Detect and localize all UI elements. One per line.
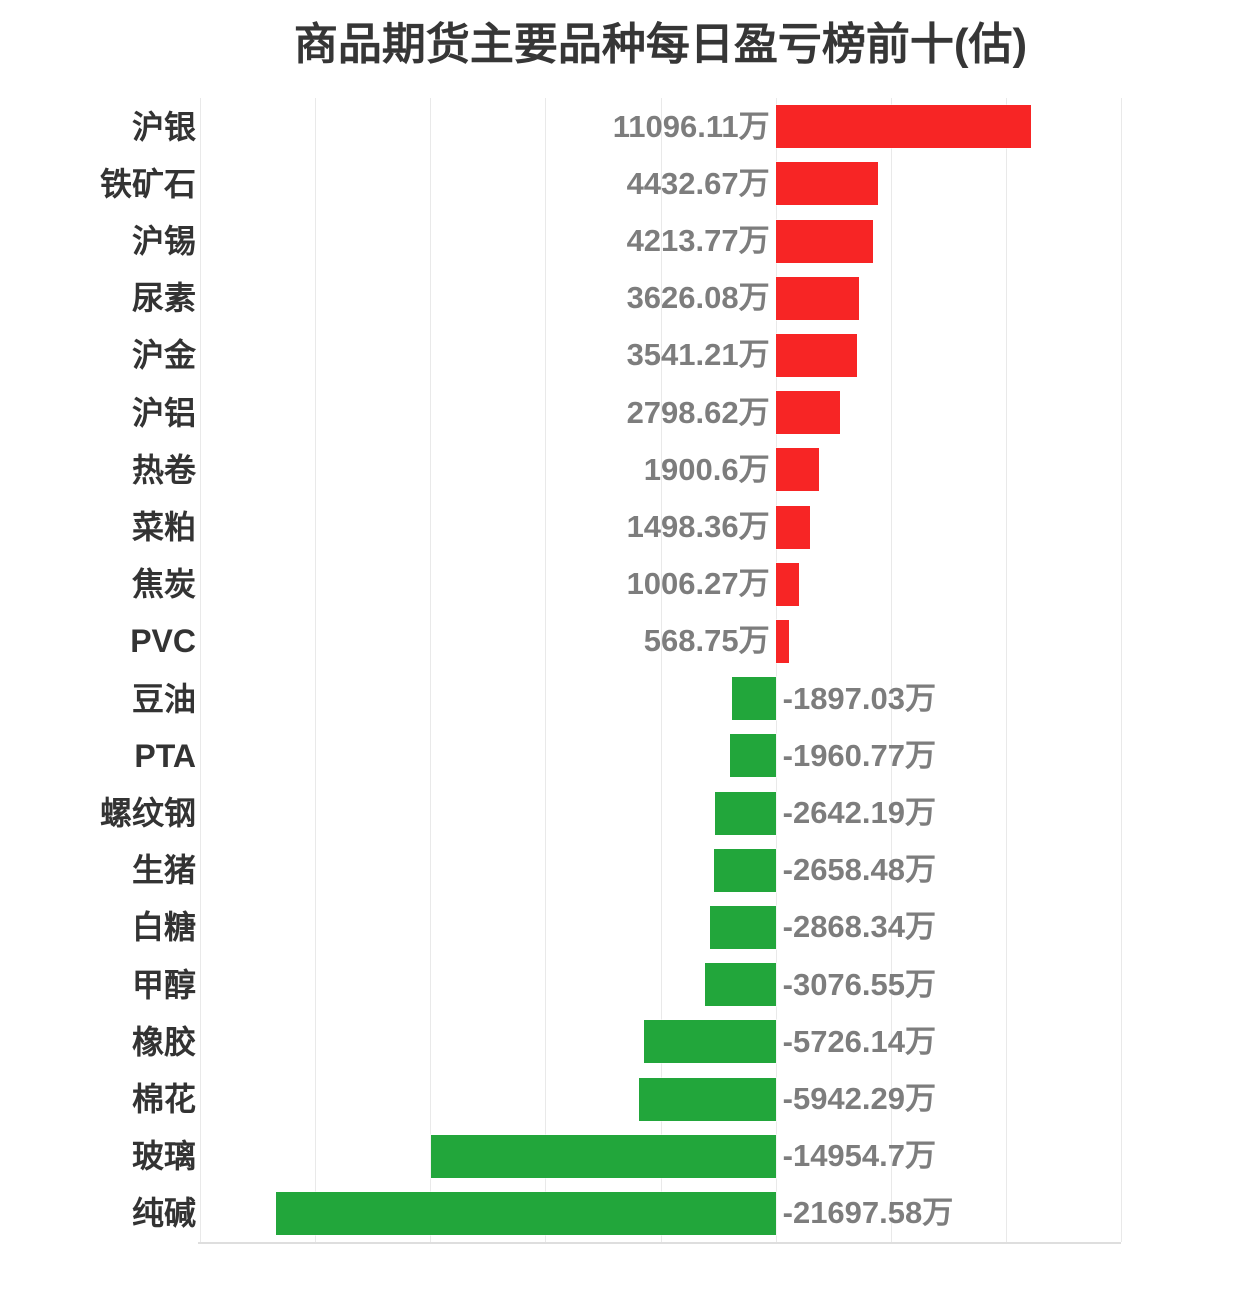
bar-positive xyxy=(775,505,811,549)
value-label: -1897.03万 xyxy=(782,680,937,716)
value-label: 4213.77万 xyxy=(626,223,770,258)
category-label: 甲醇 xyxy=(131,966,196,1003)
bar-negative xyxy=(643,1020,776,1064)
gridline xyxy=(660,98,662,1242)
value-label: 3541.21万 xyxy=(626,337,770,373)
category-label: 沪锡 xyxy=(131,223,196,259)
category-label: PTA xyxy=(134,737,196,774)
value-label: 1006.27万 xyxy=(626,566,770,602)
x-axis-line xyxy=(198,1242,1121,1244)
bar-positive xyxy=(775,619,789,663)
bar-negative xyxy=(709,905,776,949)
category-label: 菜粕 xyxy=(131,509,196,545)
category-label: 沪金 xyxy=(131,337,196,374)
value-label: -14954.7万 xyxy=(782,1138,937,1174)
category-label: 橡胶 xyxy=(131,1023,196,1060)
gridline xyxy=(890,98,892,1242)
bar-positive xyxy=(775,162,878,206)
bar-negative xyxy=(731,677,776,721)
value-label: 4432.67万 xyxy=(626,165,770,201)
gridline xyxy=(200,98,201,1242)
category-label: 热卷 xyxy=(131,451,196,488)
bar-positive xyxy=(775,105,1032,149)
value-label: -1960.77万 xyxy=(782,737,937,773)
bar-positive xyxy=(775,562,799,606)
category-label: 沪铝 xyxy=(131,394,196,431)
gridline xyxy=(1121,98,1122,1242)
value-label: 2798.62万 xyxy=(626,394,770,430)
plot-area: 11096.11万 4432.67万 4213.77万 3626.08万 3541.21… xyxy=(198,98,1122,1244)
value-label: 1900.6万 xyxy=(643,451,770,487)
gridline xyxy=(545,98,547,1242)
gridline xyxy=(1005,98,1007,1242)
category-label: 棉花 xyxy=(131,1081,196,1117)
bar-negative xyxy=(714,848,776,892)
category-label: 白糖 xyxy=(131,909,196,946)
value-label: -5726.14万 xyxy=(782,1023,937,1059)
value-label: 3626.08万 xyxy=(626,280,770,316)
gridline xyxy=(430,98,432,1242)
category-label: 生猪 xyxy=(131,852,196,889)
category-label: 豆油 xyxy=(131,680,196,717)
category-label: PVC xyxy=(130,623,196,660)
category-label: 铁矿石 xyxy=(99,165,196,202)
category-label: 焦炭 xyxy=(131,566,196,603)
value-label: -3076.55万 xyxy=(782,966,937,1002)
value-label: 11096.11万 xyxy=(612,108,770,144)
bar-negative xyxy=(714,791,776,835)
bar-positive xyxy=(775,333,858,377)
category-label: 纯碱 xyxy=(131,1195,196,1232)
gridline xyxy=(315,98,317,1242)
bar-positive xyxy=(775,276,860,320)
bar-negative xyxy=(431,1134,776,1178)
bar-positive xyxy=(775,448,820,492)
value-label: -21697.58万 xyxy=(782,1195,954,1231)
bar-positive xyxy=(775,219,873,263)
bar-negative xyxy=(276,1191,776,1235)
category-label: 尿素 xyxy=(131,280,196,317)
bar-negative xyxy=(704,963,776,1007)
bar-positive xyxy=(775,391,841,435)
value-label: -2868.34万 xyxy=(782,909,937,945)
value-label: 568.75万 xyxy=(643,623,770,659)
value-label: -5942.29万 xyxy=(782,1081,937,1116)
bar-negative xyxy=(638,1077,776,1121)
category-label: 沪银 xyxy=(131,108,196,145)
value-label: -2658.48万 xyxy=(782,852,937,888)
category-label: 螺纹钢 xyxy=(99,795,196,831)
value-label: -2642.19万 xyxy=(782,795,937,830)
gridline xyxy=(775,98,777,1242)
category-label: 玻璃 xyxy=(131,1138,196,1175)
bar-negative xyxy=(730,734,776,778)
value-label: 1498.36万 xyxy=(626,509,770,544)
chart-title: 商品期货主要品种每日盈亏榜前十(估) xyxy=(293,20,1028,69)
